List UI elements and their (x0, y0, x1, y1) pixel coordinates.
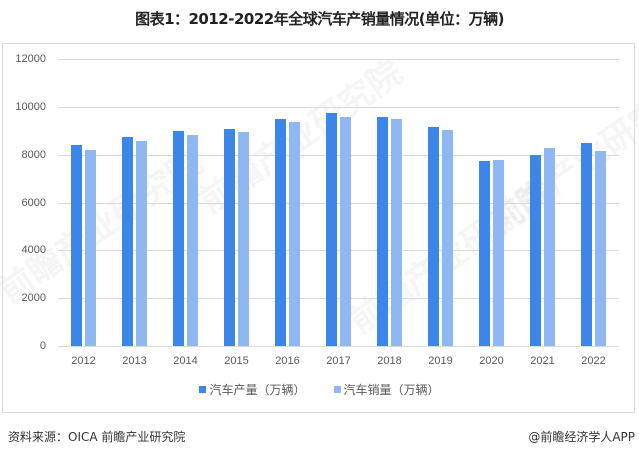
chart-frame (2, 43, 635, 413)
bar-production (530, 154, 541, 346)
bar-production (428, 126, 439, 346)
x-tick-label: 2013 (122, 355, 147, 367)
y-tick-label: 10000 (15, 100, 46, 113)
bar-sales (595, 150, 606, 346)
bar-production (224, 129, 235, 346)
legend-swatch-icon (199, 386, 207, 393)
chart-title: 图表1：2012-2022年全球汽车产销量情况(单位：万辆) (135, 10, 504, 28)
x-tick-label: 2021 (530, 355, 555, 367)
bar-sales (187, 135, 198, 346)
x-tick-label: 2019 (428, 355, 453, 367)
bar-sales (238, 131, 249, 346)
bar-sales (340, 117, 351, 346)
bar-production (71, 144, 82, 346)
bar-production (479, 161, 490, 346)
x-tick-label: 2015 (224, 355, 249, 367)
legend: 汽车产量（万辆） 汽车销量（万辆） (0, 381, 639, 398)
y-tick-label: 12000 (15, 53, 46, 65)
legend-item-sales: 汽车销量（万辆） (333, 381, 440, 398)
bar-sales (493, 159, 504, 346)
gridline (58, 154, 619, 156)
legend-item-production: 汽车产量（万辆） (199, 381, 306, 398)
y-tick-label: 4000 (21, 244, 46, 257)
y-tick-label: 2000 (21, 292, 46, 305)
bar-sales (544, 148, 555, 346)
legend-swatch-icon (333, 386, 341, 393)
legend-label: 汽车产量（万辆） (209, 383, 306, 397)
gridline (58, 202, 619, 204)
bar-production (377, 117, 388, 346)
x-tick-label: 2017 (326, 355, 351, 367)
legend-label: 汽车销量（万辆） (343, 383, 440, 397)
gridline (58, 59, 619, 60)
y-tick-label: 0 (39, 340, 46, 352)
bar-sales (136, 141, 147, 346)
plot-area (58, 59, 619, 347)
bar-production (173, 131, 184, 346)
gridline (58, 250, 619, 252)
gridline (58, 106, 619, 108)
bar-production (581, 142, 592, 346)
gridline (58, 346, 619, 347)
y-tick-label: 6000 (21, 196, 46, 209)
source-note: 资料来源：OICA 前瞻产业研究院 (8, 430, 186, 444)
bar-sales (442, 130, 453, 346)
bar-sales (85, 150, 96, 346)
gridline (58, 298, 619, 300)
bar-production (326, 113, 337, 346)
x-tick-label: 2018 (377, 355, 402, 367)
x-tick-label: 2014 (173, 355, 198, 367)
bar-sales (289, 121, 300, 346)
y-tick-label: 8000 (21, 148, 46, 161)
x-tick-label: 2012 (71, 355, 96, 367)
x-tick-label: 2022 (581, 355, 606, 367)
x-tick-label: 2020 (479, 355, 504, 367)
bar-sales (391, 119, 402, 346)
bar-production (275, 119, 286, 346)
credit-note: @前瞻经济学人APP (528, 430, 635, 444)
x-tick-label: 2016 (275, 355, 300, 367)
bar-production (122, 136, 133, 346)
